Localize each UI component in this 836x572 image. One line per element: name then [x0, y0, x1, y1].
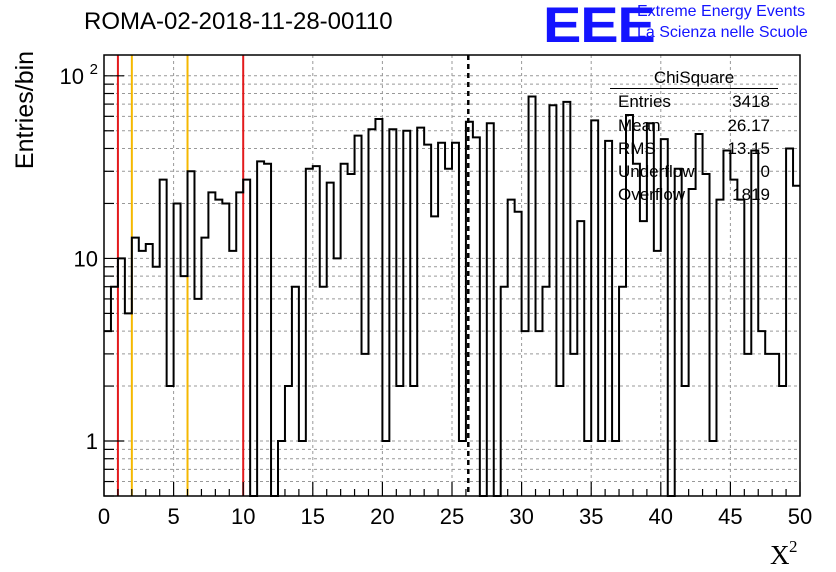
stats-box: ChiSquare Entries 3418 Mean 26.17 RMS 13… [610, 66, 778, 206]
stats-label: RMS [618, 139, 656, 158]
stats-row-mean: Mean 26.17 [618, 116, 770, 138]
histogram-outline [104, 95, 800, 497]
stats-row-underflow: Underflow 0 [618, 162, 770, 184]
stats-row-entries: Entries 3418 [618, 92, 770, 114]
stats-row-overflow: Overflow 1819 [618, 185, 770, 207]
x-tick-label: 35 [579, 504, 603, 529]
x-axis-title-exponent: 2 [789, 537, 798, 556]
eee-logo: EEE [543, 0, 656, 53]
x-tick-label: 20 [370, 504, 394, 529]
y-tick-exponent: 2 [90, 61, 98, 78]
y-tick-label: 1 [86, 429, 98, 454]
x-axis-title: X [770, 540, 790, 570]
x-tick-label: 30 [509, 504, 533, 529]
x-tick-label: 25 [440, 504, 464, 529]
run-title: ROMA-02-2018-11-28-00110 [84, 8, 393, 35]
stats-label: Mean [618, 116, 661, 135]
y-tick-label: 10 [60, 64, 84, 89]
stats-value: 3418 [732, 92, 770, 111]
stats-value: 13.15 [727, 139, 770, 158]
x-tick-label: 40 [649, 504, 673, 529]
stats-divider [610, 88, 778, 89]
stats-title: ChiSquare [653, 68, 735, 87]
stats-label: Underflow [618, 162, 695, 181]
stats-value: 26.17 [727, 116, 770, 135]
stats-label: Entries [618, 92, 671, 111]
x-tick-label: 50 [788, 504, 812, 529]
stats-value: 1819 [732, 185, 770, 204]
stats-label: Overflow [618, 185, 686, 204]
stats-value: 0 [760, 162, 770, 181]
x-tick-label: 5 [167, 504, 179, 529]
y-axis-title: Entries/bin [11, 51, 39, 169]
y-tick-label: 10 [74, 246, 98, 271]
stats-row-rms: RMS 13.15 [618, 139, 770, 161]
x-tick-label: 45 [718, 504, 742, 529]
x-tick-label: 15 [301, 504, 325, 529]
logo-line-2: La Scienza nelle Scuole [637, 24, 808, 41]
x-tick-label: 0 [98, 504, 110, 529]
logo-line-1: Extreme Energy Events [637, 3, 806, 20]
x-tick-label: 10 [231, 504, 255, 529]
